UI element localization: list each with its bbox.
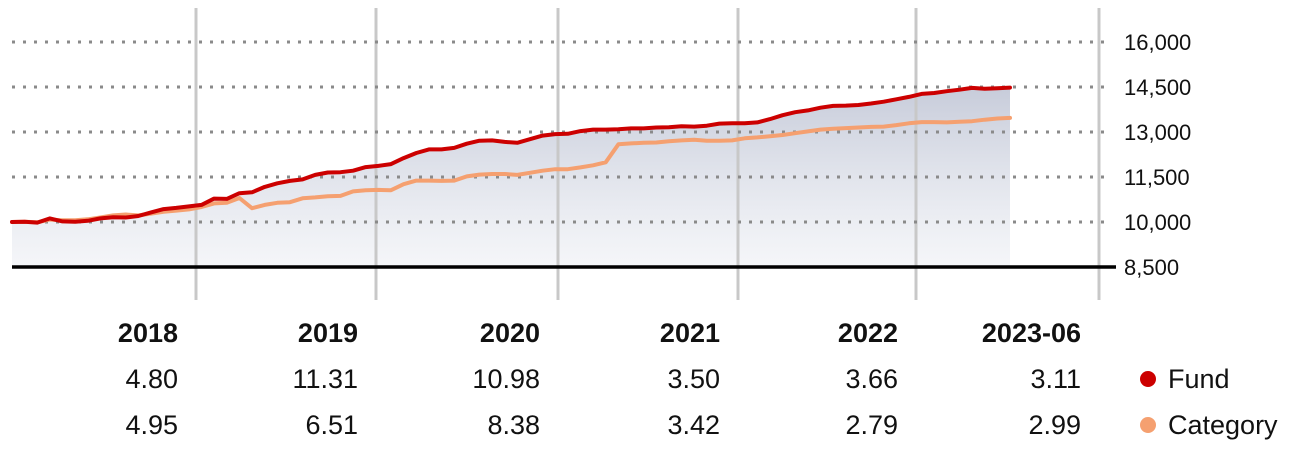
y-tick-label-14500: 14,500 <box>1124 75 1191 100</box>
period-label-2020: 2020 <box>480 318 540 348</box>
fund-return-2021: 3.50 <box>667 364 720 394</box>
fund-series-line <box>10 85 1012 225</box>
category-legend-label: Category <box>1168 410 1278 440</box>
fund-legend-marker <box>1140 371 1156 387</box>
y-tick-label-10000: 10,000 <box>1124 210 1191 235</box>
category-return-2023-06: 2.99 <box>1028 410 1081 440</box>
fund-return-2020: 10.98 <box>472 364 540 394</box>
category-return-2022: 2.79 <box>845 410 898 440</box>
category-return-2019: 6.51 <box>305 410 358 440</box>
y-tick-label-8500: 8,500 <box>1124 255 1179 280</box>
fund-return-2023-06: 3.11 <box>1030 364 1081 394</box>
category-series-line <box>10 115 1012 225</box>
category-return-2020: 8.38 <box>487 410 540 440</box>
fund-return-2019: 11.31 <box>292 364 358 394</box>
category-return-2018: 4.95 <box>125 410 178 440</box>
fund-return-2022: 3.66 <box>845 364 898 394</box>
period-label-2023-06: 2023-06 <box>982 318 1081 348</box>
period-label-2018: 2018 <box>118 318 178 348</box>
period-label-2022: 2022 <box>838 318 898 348</box>
fund-legend-label: Fund <box>1168 364 1230 394</box>
period-label-2019: 2019 <box>298 318 358 348</box>
category-return-2021: 3.42 <box>667 410 720 440</box>
y-tick-label-13000: 13,000 <box>1124 120 1191 145</box>
category-legend-marker <box>1140 417 1156 433</box>
y-tick-label-16000: 16,000 <box>1124 30 1191 55</box>
fund-return-2018: 4.80 <box>125 364 178 394</box>
period-label-2021: 2021 <box>660 318 720 348</box>
y-tick-label-11500: 11,500 <box>1124 165 1190 190</box>
